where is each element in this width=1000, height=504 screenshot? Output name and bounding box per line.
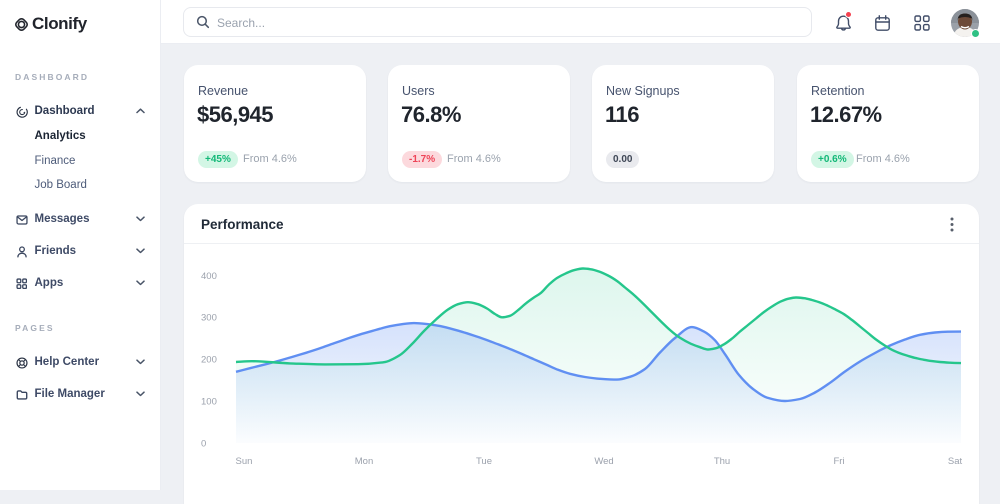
svg-text:300: 300	[201, 313, 217, 324]
svg-text:200: 200	[201, 355, 217, 366]
svg-text:Thu: Thu	[714, 456, 730, 467]
svg-text:Fri: Fri	[833, 456, 844, 467]
svg-text:Mon: Mon	[355, 456, 373, 467]
svg-text:400: 400	[201, 271, 217, 282]
svg-text:Sat: Sat	[948, 456, 963, 467]
svg-text:100: 100	[201, 397, 217, 408]
svg-text:0: 0	[201, 439, 206, 450]
svg-text:Tue: Tue	[476, 456, 492, 467]
svg-text:Wed: Wed	[594, 456, 613, 467]
svg-text:Sun: Sun	[236, 456, 253, 467]
